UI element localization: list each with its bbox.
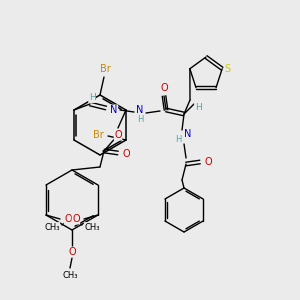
Text: H: H xyxy=(88,94,95,103)
Text: S: S xyxy=(224,64,230,74)
Text: O: O xyxy=(64,214,72,224)
Text: CH₃: CH₃ xyxy=(62,272,78,280)
Text: CH₃: CH₃ xyxy=(84,223,100,232)
Text: O: O xyxy=(204,157,212,167)
Text: O: O xyxy=(122,149,130,159)
Text: Br: Br xyxy=(93,130,104,140)
Text: N: N xyxy=(110,105,118,115)
Text: O: O xyxy=(68,247,76,257)
Text: N: N xyxy=(184,129,192,139)
Text: O: O xyxy=(114,130,122,140)
Text: H: H xyxy=(195,103,201,112)
Text: O: O xyxy=(72,214,80,224)
Text: O: O xyxy=(160,83,168,93)
Text: H: H xyxy=(175,136,181,145)
Text: H: H xyxy=(137,115,143,124)
Text: N: N xyxy=(136,105,144,115)
Text: Br: Br xyxy=(100,64,110,74)
Text: CH₃: CH₃ xyxy=(44,223,60,232)
